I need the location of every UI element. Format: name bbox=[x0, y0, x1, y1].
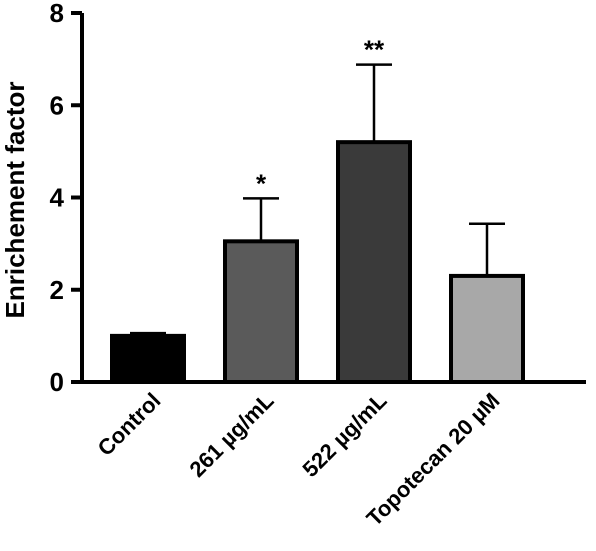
bar bbox=[449, 273, 525, 385]
y-tick-label: 4 bbox=[50, 183, 65, 213]
bar bbox=[110, 333, 186, 384]
category-label: 522 µg/mL bbox=[297, 388, 391, 482]
y-tick-label: 0 bbox=[50, 367, 64, 397]
bars bbox=[110, 140, 525, 385]
y-axis: 0 2 4 6 8 bbox=[50, 0, 84, 397]
y-tick-label: 8 bbox=[50, 0, 64, 28]
y-axis-title: Enrichement factor bbox=[0, 82, 30, 319]
bar bbox=[336, 140, 412, 384]
significance-label: * bbox=[256, 168, 267, 198]
y-tick-label: 6 bbox=[50, 90, 64, 120]
significance-markers: *** bbox=[256, 35, 385, 199]
error-bars bbox=[130, 63, 505, 336]
significance-label: ** bbox=[364, 35, 385, 65]
category-label: 261 µg/mL bbox=[184, 388, 278, 482]
bar bbox=[223, 239, 299, 384]
category-label: Control bbox=[93, 388, 166, 461]
y-tick-label: 2 bbox=[50, 275, 64, 305]
